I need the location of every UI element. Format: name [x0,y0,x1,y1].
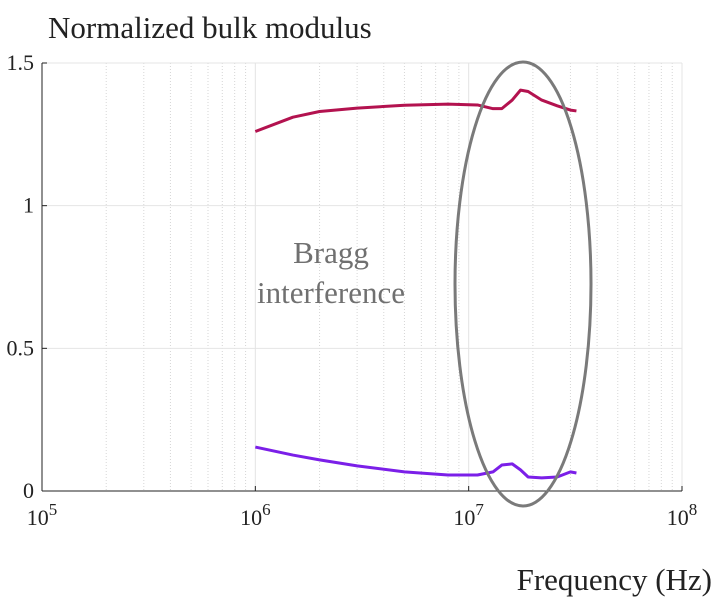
data-line [255,445,577,480]
chart-title: Normalized bulk modulus [48,10,372,45]
x-axis-label: Frequency (Hz) [517,562,712,597]
x-tick-label: 105 [27,500,58,530]
y-tick-label: 0.5 [7,335,35,360]
annotation-text: interference [257,275,405,310]
annotation-ellipse [453,60,593,508]
x-tick-label: 108 [667,500,698,530]
y-tick-label: 0 [23,478,34,503]
annotation-text: Bragg [293,235,369,270]
x-tick-label: 107 [453,500,484,530]
y-tick-label: 1 [23,193,34,218]
x-tick-label: 106 [240,500,270,530]
y-tick-label: 1.5 [7,50,35,75]
data-line [254,88,577,133]
